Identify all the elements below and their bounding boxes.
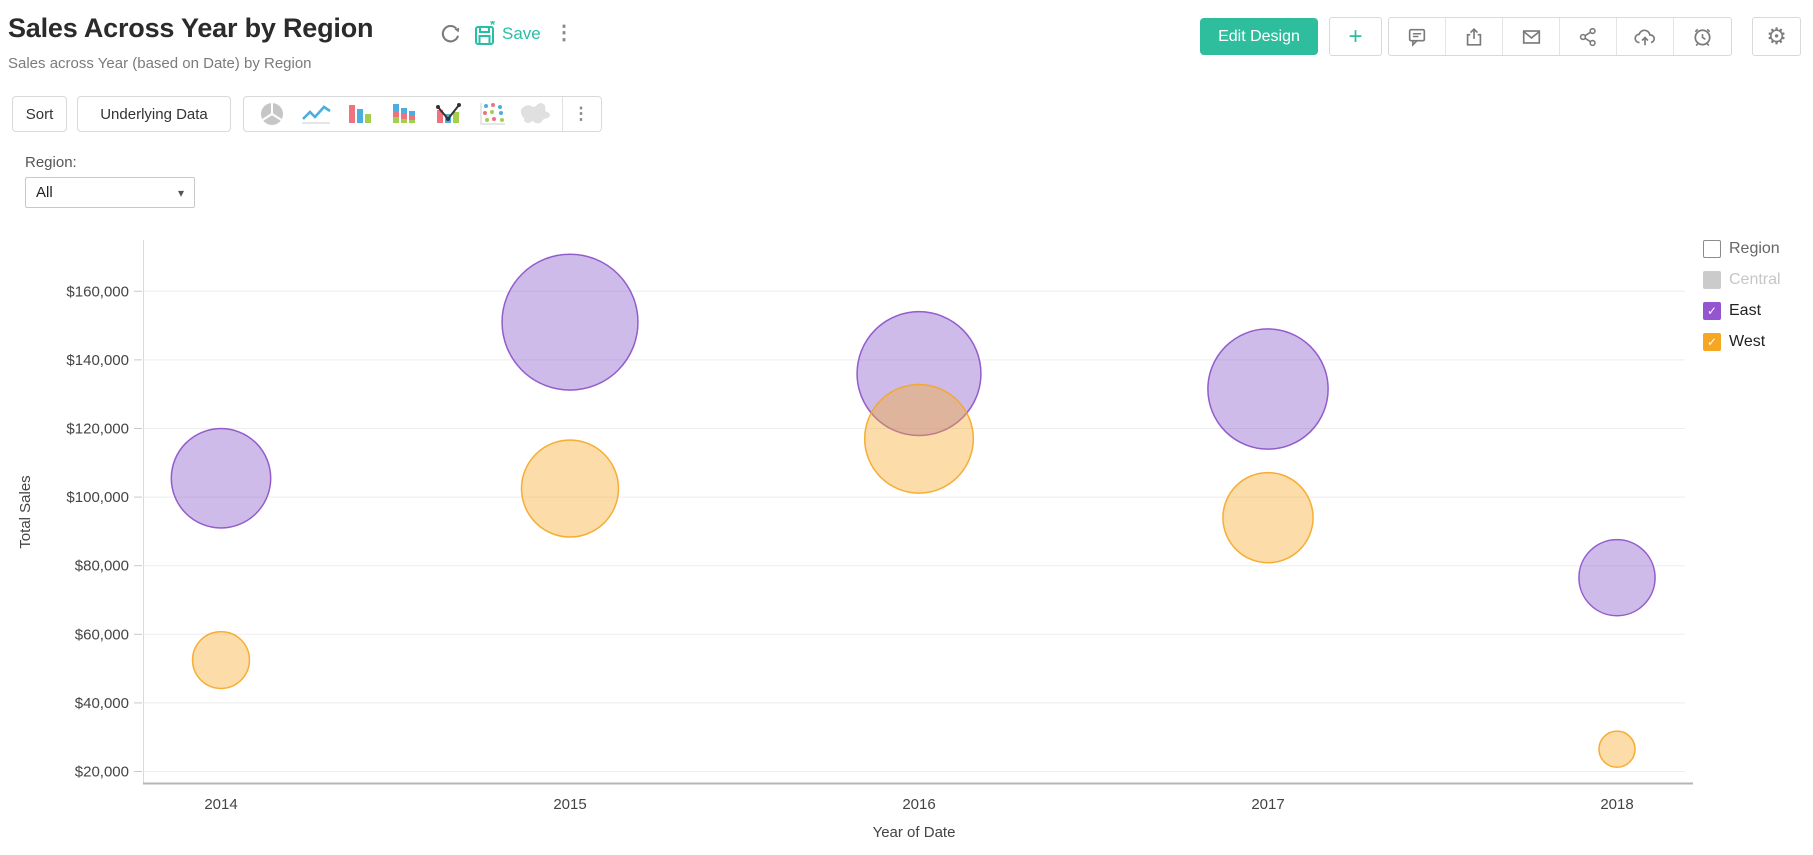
x-tick-label: 2015 bbox=[553, 796, 586, 813]
bubble-east-2018[interactable] bbox=[1578, 538, 1656, 617]
header-action-group bbox=[1388, 17, 1732, 56]
x-tick-label: 2014 bbox=[204, 796, 237, 813]
more-options-icon: ⋮ bbox=[554, 22, 574, 44]
region-filter-label: Region: bbox=[25, 154, 77, 171]
bar-line-combo-icon bbox=[436, 103, 461, 123]
save-label: Save bbox=[502, 24, 541, 43]
x-tick-label: 2017 bbox=[1251, 796, 1284, 813]
bubble-east-2014[interactable] bbox=[170, 427, 272, 529]
settings-icon: ⚙ bbox=[1766, 23, 1787, 49]
pie-chart-icon bbox=[261, 103, 283, 125]
comment-icon bbox=[1408, 28, 1426, 47]
legend-item-west[interactable]: ✓ West bbox=[1703, 333, 1781, 351]
region-filter-value: All bbox=[36, 184, 53, 201]
chart-type-switcher: ⋮ bbox=[243, 96, 602, 132]
share-icon bbox=[1579, 27, 1596, 46]
stacked-bar-chart-icon bbox=[393, 104, 415, 123]
x-tick-label: 2016 bbox=[902, 796, 935, 813]
export-button[interactable] bbox=[1446, 18, 1503, 55]
legend-select-all-checkbox[interactable] bbox=[1703, 240, 1721, 258]
bubble-east-2015[interactable] bbox=[501, 253, 639, 391]
chart-type-bar[interactable] bbox=[338, 97, 382, 131]
sort-button[interactable]: Sort bbox=[12, 96, 67, 132]
bubble-west-2015[interactable] bbox=[520, 439, 620, 538]
chart-type-stacked-bar[interactable] bbox=[382, 97, 426, 131]
legend-item-east[interactable]: ✓ East bbox=[1703, 302, 1781, 320]
chevron-down-icon: ▾ bbox=[177, 185, 184, 200]
share-button[interactable] bbox=[1560, 18, 1617, 55]
edit-design-button[interactable]: Edit Design bbox=[1200, 18, 1318, 55]
legend-label: Central bbox=[1729, 271, 1781, 288]
legend-checkbox[interactable] bbox=[1703, 271, 1721, 289]
page-title: Sales Across Year by Region bbox=[8, 13, 374, 43]
legend-label: East bbox=[1729, 302, 1762, 319]
y-tick-label: $160,000 bbox=[66, 283, 129, 300]
add-icon: + bbox=[1348, 22, 1363, 50]
scatter-plot-icon bbox=[480, 103, 505, 125]
chart-type-pie[interactable] bbox=[250, 97, 294, 131]
y-tick-label: $20,000 bbox=[75, 764, 129, 781]
bar-chart-icon bbox=[349, 105, 371, 123]
y-axis-title: Total Sales bbox=[17, 475, 34, 548]
y-tick-label: $40,000 bbox=[75, 695, 129, 712]
y-tick-label: $60,000 bbox=[75, 626, 129, 643]
y-tick-label: $100,000 bbox=[66, 489, 129, 506]
x-tick-label: 2018 bbox=[1600, 796, 1633, 813]
underlying-data-button[interactable]: Underlying Data bbox=[77, 96, 231, 132]
bubble-east-2016[interactable] bbox=[856, 310, 982, 437]
legend-checkbox[interactable]: ✓ bbox=[1703, 333, 1721, 351]
map-chart-icon bbox=[520, 102, 551, 124]
chart-type-line[interactable] bbox=[294, 97, 338, 131]
y-tick-label: $140,000 bbox=[66, 352, 129, 369]
toolbar-divider bbox=[562, 97, 563, 131]
comment-button[interactable] bbox=[1389, 18, 1446, 55]
email-button[interactable] bbox=[1503, 18, 1560, 55]
chart-type-bar-line-combo[interactable] bbox=[426, 97, 470, 131]
add-button[interactable]: + bbox=[1329, 17, 1382, 56]
legend-label: West bbox=[1729, 333, 1766, 350]
email-icon bbox=[1522, 29, 1540, 44]
chart-type-map[interactable] bbox=[514, 97, 558, 131]
refresh-icon bbox=[441, 24, 460, 43]
cloud-upload-button[interactable] bbox=[1617, 18, 1674, 55]
settings-button[interactable]: ⚙ bbox=[1752, 17, 1801, 56]
chart-type-scatter[interactable] bbox=[470, 97, 514, 131]
legend-header[interactable]: Region bbox=[1703, 240, 1781, 258]
save-button[interactable]: * Save bbox=[474, 21, 541, 47]
legend-label: Region bbox=[1729, 240, 1780, 257]
cloud-upload-icon bbox=[1634, 28, 1655, 45]
refresh-button[interactable] bbox=[438, 22, 463, 47]
save-icon: * bbox=[475, 21, 496, 45]
more-options-icon: ⋮ bbox=[572, 104, 590, 123]
page-subtitle: Sales across Year (based on Date) by Reg… bbox=[8, 55, 312, 72]
legend-checkbox[interactable]: ✓ bbox=[1703, 302, 1721, 320]
header-more-button[interactable]: ⋮ bbox=[554, 20, 574, 45]
chart-type-more-button[interactable]: ⋮ bbox=[567, 104, 595, 124]
bubble-west-2014[interactable] bbox=[191, 630, 251, 690]
y-tick-label: $120,000 bbox=[66, 421, 129, 438]
y-tick-label: $80,000 bbox=[75, 558, 129, 575]
export-icon bbox=[1466, 27, 1482, 46]
bubble-west-2016[interactable] bbox=[863, 383, 975, 494]
x-axis-title: Year of Date bbox=[873, 824, 956, 841]
schedule-icon bbox=[1694, 28, 1711, 47]
bubble-west-2017[interactable] bbox=[1222, 471, 1314, 564]
line-chart-icon bbox=[302, 105, 331, 124]
svg-text:*: * bbox=[490, 21, 496, 32]
legend-item-central[interactable]: Central bbox=[1703, 271, 1781, 289]
bubble-west-2018[interactable] bbox=[1598, 730, 1636, 768]
bubble-east-2017[interactable] bbox=[1207, 328, 1329, 450]
schedule-button[interactable] bbox=[1674, 18, 1731, 55]
region-filter-select[interactable]: All ▾ bbox=[25, 177, 195, 208]
chart-legend: Region Central ✓ East ✓ West bbox=[1703, 240, 1781, 364]
